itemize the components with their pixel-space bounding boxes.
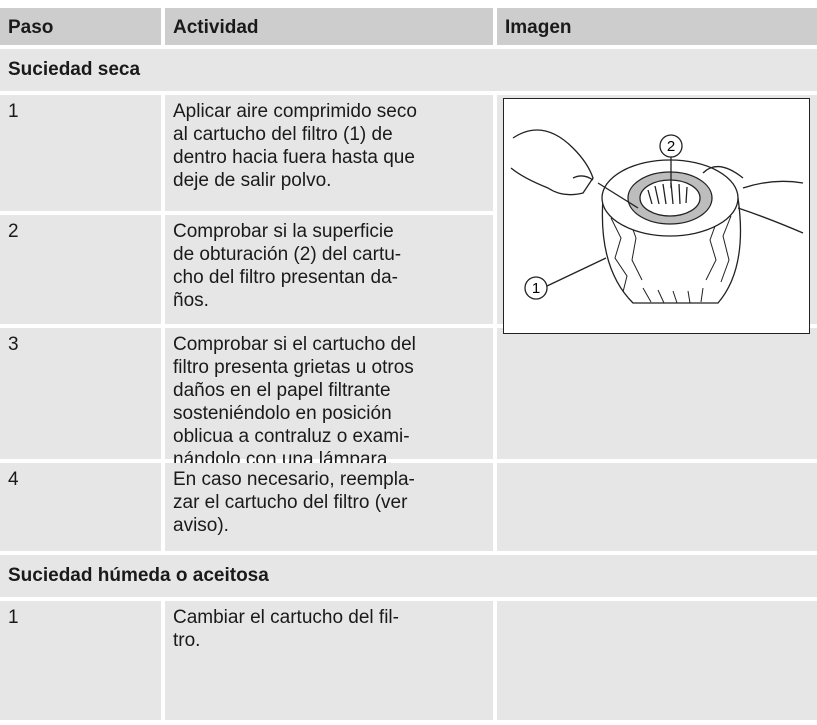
text: Imagen (505, 17, 572, 38)
image-cell (497, 463, 817, 551)
step-cell: 1 (0, 95, 161, 211)
text: filtro presenta grietas u otros (173, 357, 414, 378)
callout: 2 (667, 138, 675, 155)
activity-cell: Comprobar si el cartucho del filtro prese… (165, 328, 493, 470)
activity-cell: Cambiar el cartucho del fil-tro. (165, 601, 493, 720)
step-cell: 4 (0, 463, 161, 551)
text: Cambiar el cartucho del fil- (173, 607, 399, 628)
activity-cell: Aplicar aire comprimido seco al cartucho … (165, 95, 493, 211)
step-cell: 3 (0, 328, 161, 459)
text: dentro hacia fuera hasta que (173, 147, 415, 168)
text: Suciedad seca (8, 59, 141, 80)
text: cho del filtro presentan da- (173, 267, 398, 288)
text: 1 (8, 101, 19, 122)
image-cell (497, 328, 817, 459)
text: tro. (173, 630, 201, 651)
text: sosteniéndolo en posición (173, 403, 392, 424)
text: ños. (173, 290, 209, 311)
section-title: Suciedad húmeda o aceitosa (0, 555, 817, 597)
text: Actividad (173, 17, 259, 38)
activity-cell: En caso necesario, reempla-zar el cartuc… (165, 463, 493, 551)
text: al cartucho del filtro (1) de (173, 124, 393, 145)
text: 1 (8, 607, 19, 628)
section-title: Suciedad seca (0, 49, 817, 91)
text: Comprobar si la superficie (173, 221, 394, 242)
text: deje de salir polvo. (173, 170, 332, 191)
text: Comprobar si el cartucho del (173, 334, 416, 355)
callout: 1 (532, 280, 540, 297)
text: aviso). (173, 515, 229, 536)
text: de obturación (2) del cartu- (173, 244, 402, 265)
header-cell: Imagen (497, 8, 817, 45)
step-cell: 1 (0, 601, 161, 720)
header-cell: Actividad (165, 8, 493, 45)
text: 2 (8, 221, 19, 242)
text: Aplicar aire comprimido seco (173, 101, 417, 122)
text: oblicua a contraluz o exami- (173, 426, 410, 447)
image-cell (497, 601, 817, 720)
text: daños en el papel filtrante (173, 380, 391, 401)
text: 3 (8, 334, 19, 355)
text: 4 (8, 469, 19, 490)
header-cell: Paso (0, 8, 161, 45)
text: En caso necesario, reempla- (173, 469, 415, 490)
text: zar el cartucho del filtro (ver (173, 492, 408, 513)
text: Suciedad húmeda o aceitosa (8, 565, 269, 586)
step-cell: 2 (0, 215, 161, 324)
activity-cell: Comprobar si la superficie de obturación … (165, 215, 493, 324)
text: Paso (8, 17, 54, 38)
filter-illustration: 2 1 (503, 98, 810, 334)
